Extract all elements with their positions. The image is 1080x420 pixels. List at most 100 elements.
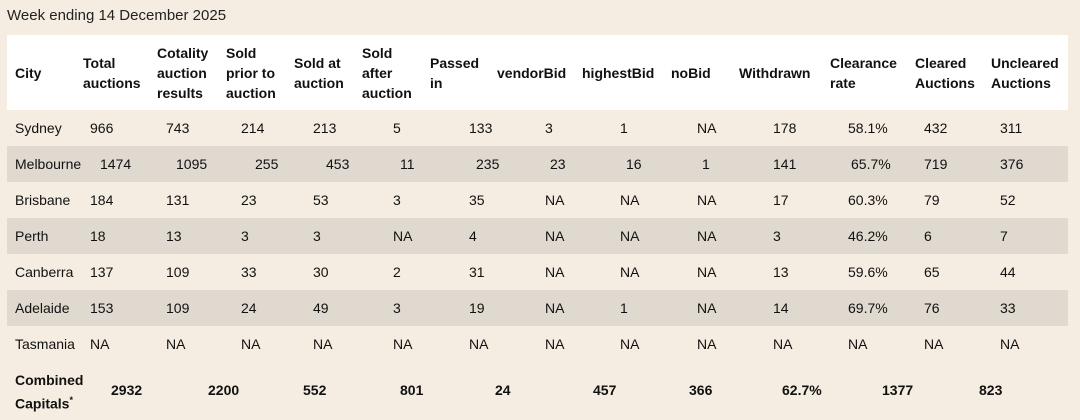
column-header-line: auction	[294, 75, 344, 91]
combined-value: 24	[495, 382, 511, 398]
table-cell: 14	[773, 300, 789, 316]
table-cell: 58.1%	[848, 120, 888, 136]
city-cell: Sydney	[15, 120, 62, 136]
table-cell: 7	[1000, 228, 1008, 244]
table-cell: 109	[166, 300, 190, 316]
column-header: Cleared Auctions	[915, 53, 975, 93]
auction-results-table: City Total auctions Cotality auction results S…	[7, 35, 1068, 420]
column-header-line: Total	[83, 55, 116, 71]
table-cell: 6	[924, 228, 932, 244]
table-cell: 23	[550, 156, 566, 172]
table-cell: 4	[469, 228, 477, 244]
table-cell: 432	[924, 120, 948, 136]
city-cell: Perth	[15, 228, 49, 244]
column-header-line: prior to	[226, 65, 275, 81]
table-cell: 3	[773, 228, 781, 244]
column-header-line: Withdrawn	[739, 65, 811, 81]
table-cell: 31	[469, 264, 485, 280]
table-cell: 133	[469, 120, 493, 136]
table-cell: NA	[166, 336, 186, 352]
table-cell: 719	[924, 156, 948, 172]
column-header: Clearance rate	[830, 53, 897, 93]
table-cell: NA	[620, 228, 640, 244]
table-cell: NA	[620, 336, 640, 352]
column-header-line: Sold	[226, 45, 257, 61]
combined-value: 1377	[882, 382, 914, 398]
table-row: Perth 18 13 3 3 NA 4 NA NA NA 3 46.2% 6 7	[7, 218, 1068, 254]
table-cell: 1	[702, 156, 710, 172]
table-cell: NA	[545, 192, 565, 208]
column-header-line: auction	[362, 85, 412, 101]
table-cell: 141	[773, 156, 797, 172]
table-cell: NA	[697, 228, 717, 244]
column-header-line: Uncleared	[991, 55, 1059, 71]
column-header-line: results	[157, 85, 203, 101]
city-cell: Canberra	[15, 264, 74, 280]
column-header-line: Clearance	[830, 55, 897, 71]
combined-label-line-1: Combined	[15, 372, 84, 388]
table-cell: 3	[241, 228, 249, 244]
table-cell: 65.7%	[851, 156, 891, 172]
table-cell: 743	[166, 120, 190, 136]
table-row: Canberra 137 109 33 30 2 31 NA NA NA 13 59.6% 65 44	[7, 254, 1068, 290]
combined-value: 62.7%	[782, 382, 822, 398]
table-cell: 1095	[176, 156, 208, 172]
table-cell: NA	[1000, 336, 1020, 352]
table-cell: 311	[1000, 120, 1023, 136]
footnote-mark: *	[69, 395, 73, 405]
table-cell: 23	[241, 192, 257, 208]
table-cell: 1	[620, 300, 628, 316]
table-cell: 33	[241, 264, 257, 280]
table-cell: 76	[924, 300, 940, 316]
column-header: Withdrawn	[739, 63, 810, 83]
table-row: Melbourne 1474 1095 255 453 11 235 23 16 1 141 65.7…	[7, 146, 1068, 182]
table-cell: 453	[326, 156, 350, 172]
table-cell: 3	[393, 192, 401, 208]
table-cell: 966	[90, 120, 114, 136]
table-cell: 35	[469, 192, 485, 208]
table-row: Sydney 966 743 214 213 5 133 3 1 NA 178 58.1% 432 311	[7, 110, 1068, 146]
table-cell: 1	[620, 120, 628, 136]
combined-capitals-label: Combined Capitals*	[15, 370, 83, 414]
table-cell: 65	[924, 264, 940, 280]
table-cell: 53	[313, 192, 329, 208]
combined-value: 801	[400, 382, 424, 398]
table-header-row: City Total auctions Cotality auction results S…	[7, 35, 1068, 110]
table-cell: 18	[90, 228, 106, 244]
table-cell: 33	[1000, 300, 1016, 316]
table-cell: NA	[545, 300, 565, 316]
table-cell: 11	[400, 156, 415, 172]
column-header-line: after	[362, 65, 393, 81]
table-cell: NA	[697, 120, 717, 136]
column-header-line: Auctions	[991, 75, 1051, 91]
column-header: Sold at auction	[294, 53, 344, 93]
column-header-line: Sold at	[294, 55, 341, 71]
table-cell: 109	[166, 264, 190, 280]
table-cell: NA	[469, 336, 489, 352]
table-cell: NA	[545, 228, 565, 244]
table-cell: 3	[545, 120, 553, 136]
table-cell: NA	[545, 336, 565, 352]
column-header: noBid	[671, 63, 711, 83]
table-cell: 46.2%	[848, 228, 888, 244]
table-cell: NA	[697, 192, 717, 208]
column-header: Sold after auction	[362, 43, 412, 103]
combined-value: 552	[303, 382, 327, 398]
combined-value: 823	[979, 382, 1003, 398]
table-caption: Week ending 14 December 2025	[7, 7, 227, 24]
column-header: vendorBid	[497, 63, 566, 83]
table-cell: 30	[313, 264, 329, 280]
column-header-line: noBid	[671, 65, 711, 81]
table-cell: 13	[166, 228, 182, 244]
city-cell: Adelaide	[15, 300, 70, 316]
combined-label-line-2: Capitals	[15, 395, 70, 412]
combined-capitals-row: Combined Capitals* 2932 2200 552 801 24 457 36…	[7, 362, 1068, 420]
table-row: Adelaide 153 109 24 49 3 19 NA 1 NA 14 69.7% 76 33	[7, 290, 1068, 326]
table-cell: NA	[924, 336, 944, 352]
column-header-line: City	[15, 65, 42, 81]
table-cell: 49	[313, 300, 329, 316]
table-cell: NA	[313, 336, 333, 352]
column-header-line: Auctions	[915, 75, 975, 91]
column-header-line: Passed	[430, 55, 480, 71]
column-header: Passed in	[430, 53, 479, 93]
